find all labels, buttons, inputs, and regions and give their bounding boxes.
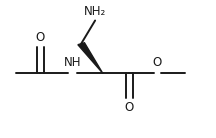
Text: O: O: [153, 56, 162, 69]
Text: O: O: [125, 101, 134, 114]
Text: O: O: [36, 31, 45, 44]
Polygon shape: [78, 43, 103, 73]
Text: NH: NH: [64, 56, 81, 69]
Text: NH₂: NH₂: [84, 5, 106, 18]
